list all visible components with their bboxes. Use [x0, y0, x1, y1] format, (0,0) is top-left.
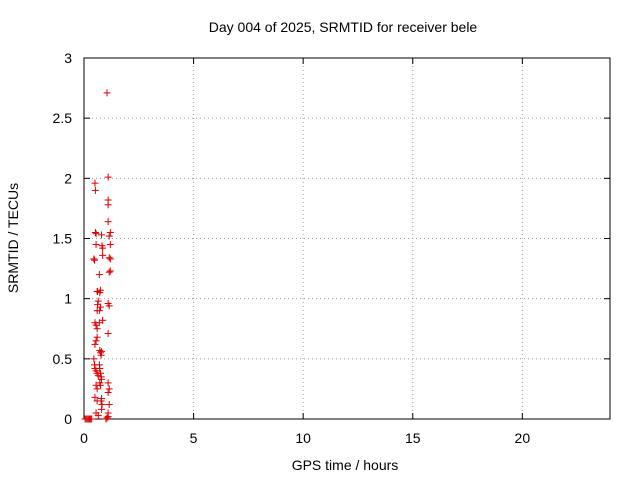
- data-point: [98, 231, 106, 239]
- chart-title: Day 004 of 2025, SRMTID for receiver bel…: [209, 19, 478, 35]
- data-point: [91, 256, 99, 264]
- data-point: [104, 389, 112, 397]
- data-point: [106, 255, 114, 263]
- data-point: [105, 385, 113, 393]
- data-point: [98, 375, 106, 383]
- data-points: [81, 89, 114, 423]
- data-point: [104, 379, 112, 387]
- y-tick-label: 0: [64, 411, 72, 427]
- y-tick-label: 2.5: [53, 110, 73, 126]
- x-tick-label: 15: [405, 430, 421, 446]
- data-point: [104, 201, 112, 209]
- data-point: [92, 230, 100, 238]
- data-point: [92, 241, 100, 249]
- data-point: [104, 173, 112, 181]
- data-point: [104, 218, 112, 226]
- data-point: [104, 409, 112, 417]
- y-tick-label: 0.5: [53, 351, 73, 367]
- x-tick-label: 5: [190, 430, 198, 446]
- data-point: [91, 179, 99, 187]
- data-point: [94, 297, 102, 305]
- data-point: [105, 401, 113, 409]
- data-point: [96, 286, 104, 294]
- x-tick-label: 10: [295, 430, 311, 446]
- data-point: [96, 364, 104, 372]
- data-point: [91, 186, 99, 194]
- data-point: [93, 325, 101, 333]
- data-point: [92, 337, 100, 345]
- x-tick-label: 0: [80, 430, 88, 446]
- data-point: [98, 405, 106, 413]
- data-point: [90, 355, 98, 363]
- data-point: [95, 307, 103, 315]
- data-point: [90, 255, 98, 263]
- data-point: [99, 244, 107, 252]
- data-point: [91, 340, 99, 348]
- data-point: [91, 393, 99, 401]
- x-axis-label: GPS time / hours: [292, 457, 399, 473]
- data-point: [97, 397, 105, 405]
- gridlines: [84, 58, 610, 419]
- data-point: [96, 369, 104, 377]
- data-point: [88, 415, 96, 423]
- y-tick-label: 3: [64, 50, 72, 66]
- data-point: [106, 228, 114, 236]
- data-point: [103, 414, 111, 422]
- data-point: [96, 303, 104, 311]
- data-point: [103, 89, 111, 97]
- data-point: [105, 302, 113, 310]
- data-point: [106, 267, 114, 275]
- y-tick-label: 2: [64, 170, 72, 186]
- data-point: [93, 385, 101, 393]
- y-axis-label: SRMTID / TECUs: [5, 183, 21, 293]
- data-point: [99, 251, 107, 259]
- data-point: [98, 348, 106, 356]
- data-point: [105, 232, 113, 240]
- data-point: [105, 268, 113, 276]
- data-point: [91, 228, 99, 236]
- data-point: [104, 330, 112, 338]
- plot-frame: [83, 57, 611, 420]
- data-point: [94, 411, 102, 419]
- y-tick-label: 1: [64, 291, 72, 307]
- y-tick-label: 1.5: [53, 231, 73, 247]
- x-tick-label: 20: [515, 430, 531, 446]
- data-point: [106, 241, 114, 249]
- data-point: [99, 316, 107, 324]
- data-point: [96, 381, 104, 389]
- axis-ticks: 0 0.5 1 1.5 2 2.5 3 0 5 10 15 20: [53, 50, 610, 446]
- data-point: [105, 254, 113, 262]
- data-point: [95, 271, 103, 279]
- data-point: [93, 333, 101, 341]
